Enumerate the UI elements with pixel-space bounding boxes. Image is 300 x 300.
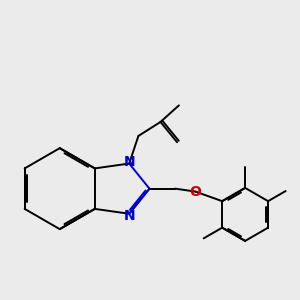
Text: N: N	[124, 155, 136, 169]
Text: N: N	[124, 208, 136, 223]
Text: O: O	[190, 184, 201, 199]
